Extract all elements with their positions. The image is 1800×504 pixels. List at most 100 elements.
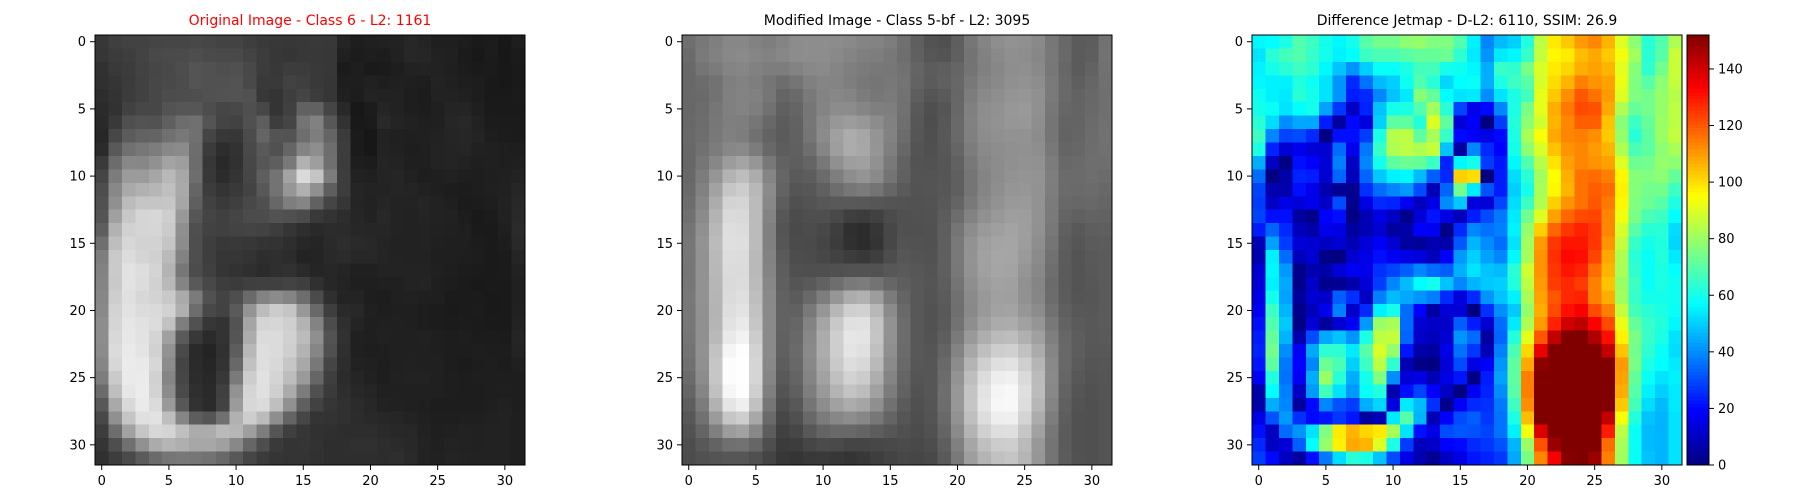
x-tick-label: 10 [228, 474, 245, 489]
heatmap-cell [511, 142, 526, 157]
heatmap-cell [1305, 397, 1320, 412]
colorbar-segment [1687, 343, 1709, 348]
heatmap-cell [1453, 276, 1468, 291]
heatmap-cell [1480, 196, 1495, 211]
heatmap-cell [242, 115, 257, 130]
heatmap-cell [1305, 182, 1320, 197]
heatmap-cell [404, 223, 419, 238]
heatmap-cell [189, 250, 204, 265]
heatmap-cell [735, 303, 750, 318]
heatmap-cell [390, 35, 405, 50]
heatmap-cell [977, 75, 992, 90]
heatmap-cell [991, 411, 1006, 426]
heatmap-cell [1071, 142, 1086, 157]
heatmap-cell [1520, 411, 1535, 426]
heatmap-cell [964, 290, 979, 305]
heatmap-cell [350, 370, 365, 385]
heatmap-cell [937, 129, 952, 144]
heatmap-cell [256, 317, 271, 332]
heatmap-cell [1004, 236, 1019, 251]
heatmap-cell [336, 88, 351, 103]
heatmap-cell [1587, 330, 1602, 345]
heatmap-cell [910, 48, 925, 63]
heatmap-cell [789, 75, 804, 90]
heatmap-cell [1655, 397, 1670, 412]
heatmap-cell [1292, 209, 1307, 224]
heatmap-cell [735, 35, 750, 50]
heatmap-cell [1493, 236, 1508, 251]
heatmap-cell [1265, 223, 1280, 238]
heatmap-cell [189, 61, 204, 76]
heatmap-cell [1252, 250, 1267, 265]
heatmap-cell [802, 35, 817, 50]
heatmap-cell [789, 276, 804, 291]
colorbar-segment [1687, 52, 1709, 58]
colorbar-segment [1687, 60, 1709, 65]
heatmap-cell [269, 317, 284, 332]
heatmap-cell [1399, 330, 1414, 345]
heatmap-cell [430, 317, 445, 332]
heatmap-cell [749, 263, 764, 278]
heatmap-cell [735, 370, 750, 385]
heatmap-cell [1561, 250, 1576, 265]
heatmap-cell [202, 196, 217, 211]
heatmap-cell [1292, 344, 1307, 359]
heatmap-cell [1346, 142, 1361, 157]
heatmap-cell [1547, 75, 1562, 90]
heatmap-cell [1507, 438, 1522, 453]
heatmap-cell [1359, 88, 1374, 103]
heatmap-cell [1614, 263, 1629, 278]
heatmap-cell [735, 155, 750, 170]
heatmap-cell [242, 344, 257, 359]
heatmap-cell [1319, 250, 1334, 265]
heatmap-cell [1044, 317, 1059, 332]
heatmap-cell [296, 250, 311, 265]
heatmap-cell [108, 250, 123, 265]
heatmap-cell [363, 250, 378, 265]
heatmap-cell [1386, 142, 1401, 157]
colorbar-segment [1687, 103, 1709, 108]
heatmap-cell [682, 142, 697, 157]
heatmap-cell [457, 424, 472, 439]
heatmap-cell [430, 330, 445, 345]
colorbar-segment [1687, 160, 1709, 165]
heatmap-cell [215, 397, 230, 412]
heatmap-cell [377, 303, 392, 318]
heatmap-cell [789, 263, 804, 278]
heatmap-cell [1467, 438, 1482, 453]
heatmap-cell [964, 397, 979, 412]
heatmap-cell [1601, 209, 1616, 224]
heatmap-cell [1668, 236, 1683, 251]
heatmap-cell [256, 397, 271, 412]
heatmap-cell [95, 102, 110, 117]
heatmap-cell [1252, 344, 1267, 359]
heatmap-cell [457, 129, 472, 144]
heatmap-cell [897, 209, 912, 224]
heatmap-cell [269, 196, 284, 211]
heatmap-cell [829, 61, 844, 76]
heatmap-cell [121, 384, 136, 399]
heatmap-cell [1587, 303, 1602, 318]
heatmap-cell [1493, 290, 1508, 305]
heatmap-cell [471, 424, 486, 439]
heatmap-cell [816, 88, 831, 103]
heatmap-cell [1004, 196, 1019, 211]
heatmap-cell [829, 142, 844, 157]
heatmap-cell [95, 61, 110, 76]
heatmap-cell [1601, 236, 1616, 251]
heatmap-cell [135, 169, 150, 184]
heatmap-cell [1426, 357, 1441, 372]
colorbar-segment [1687, 353, 1709, 359]
heatmap-cell [950, 384, 965, 399]
heatmap-cell [256, 88, 271, 103]
heatmap-cell [1386, 384, 1401, 399]
heatmap-cell [1547, 115, 1562, 130]
heatmap-cell [762, 209, 777, 224]
heatmap-cell [1574, 75, 1589, 90]
heatmap-cell [1453, 209, 1468, 224]
heatmap-cell [1440, 115, 1455, 130]
heatmap-cell [390, 344, 405, 359]
heatmap-cell [762, 424, 777, 439]
heatmap-cell [1292, 317, 1307, 332]
heatmap-cell [1534, 61, 1549, 76]
